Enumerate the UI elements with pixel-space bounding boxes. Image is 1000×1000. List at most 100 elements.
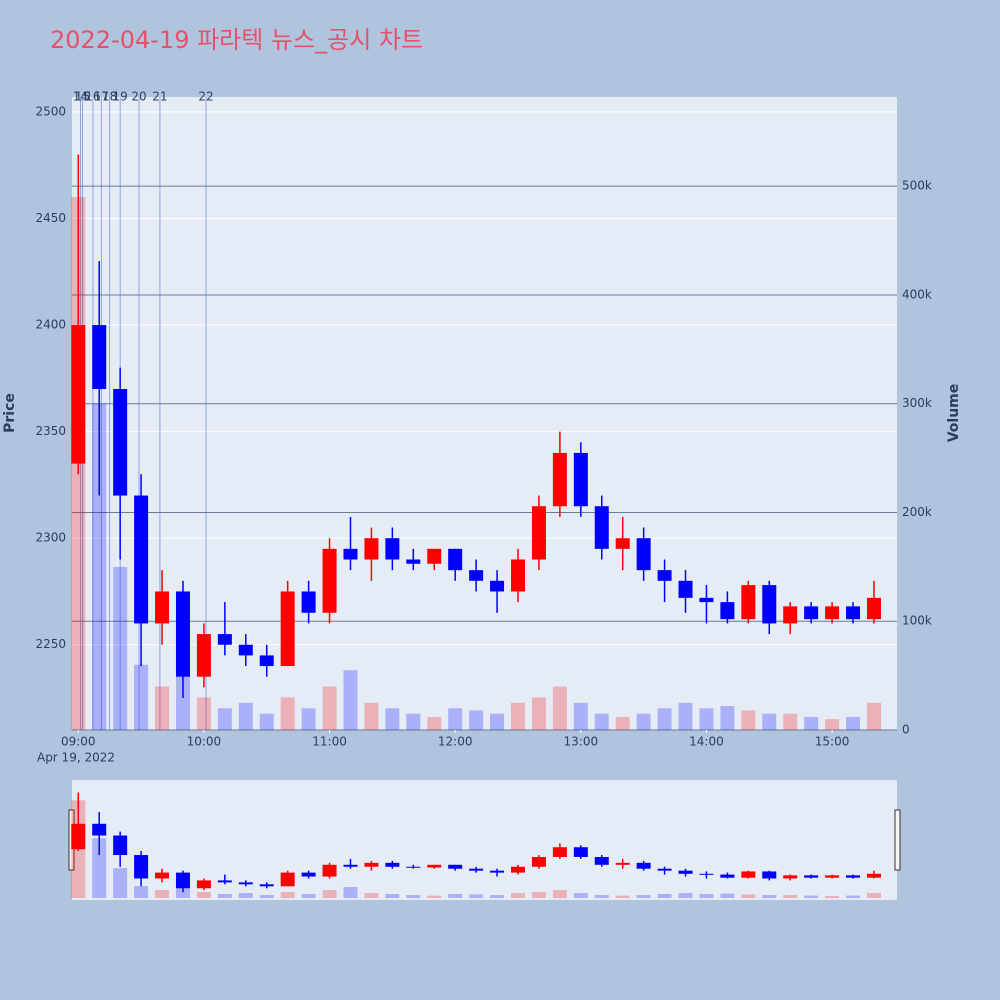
y2-axis-title: Volume (946, 384, 962, 443)
candle-body (343, 864, 358, 867)
candle-body (846, 875, 861, 878)
candle-body (155, 591, 170, 624)
y2-tick-label: 0 (902, 723, 910, 737)
volume-bar (866, 702, 881, 730)
volume-bar (469, 710, 484, 730)
volume-bar (511, 893, 526, 898)
x-tick-label: 11:00 (312, 735, 347, 749)
candle-body (804, 606, 819, 620)
candle-body (238, 644, 253, 656)
candle-body (92, 823, 107, 836)
volume-bar (155, 890, 170, 898)
volume-bar (699, 708, 714, 730)
volume-bar (322, 890, 337, 898)
volume-bar (511, 702, 526, 730)
volume-bar (385, 894, 400, 898)
news-label: 21 (152, 90, 167, 104)
candle-body (825, 875, 840, 878)
candle-body (490, 580, 505, 592)
candle-body (511, 559, 526, 592)
volume-bar (720, 706, 735, 730)
candle-body (804, 875, 819, 878)
range-slider[interactable] (72, 780, 897, 900)
candle-body (113, 835, 128, 856)
candle-body (573, 847, 588, 857)
volume-bar (343, 887, 358, 898)
candle-body (469, 868, 484, 871)
candle-body (762, 585, 777, 624)
volume-bar (406, 713, 421, 730)
candle-body (259, 884, 274, 887)
volume-bar (196, 892, 211, 898)
candle-body (783, 606, 798, 624)
candle-body (720, 602, 735, 620)
candle-body (406, 866, 421, 868)
news-label: 19 (113, 90, 128, 104)
volume-bar (846, 895, 861, 898)
candle-body (615, 538, 630, 549)
candle-body (427, 864, 442, 868)
candle-body (406, 559, 421, 564)
volume-bar (385, 708, 400, 730)
volume-bar (155, 686, 170, 730)
volume-bar (259, 713, 274, 730)
volume-bar (783, 713, 798, 730)
news-label: 18 (102, 90, 117, 104)
candle-body (280, 872, 295, 887)
news-label: 16 (85, 90, 100, 104)
volume-bar (825, 896, 840, 898)
y-tick-label: 2450 (35, 211, 66, 225)
candle-body (594, 506, 609, 549)
volume-bar (531, 697, 546, 730)
y-axis-title: Price (2, 393, 18, 433)
y-tick-label: 2500 (35, 104, 66, 118)
volume-bar (762, 895, 777, 898)
candle-body (71, 823, 86, 850)
candle-body (490, 870, 505, 873)
volume-bar (113, 868, 128, 898)
volume-bar (217, 894, 232, 898)
candle-body (385, 862, 400, 867)
volume-bar (364, 702, 379, 730)
x-tick-label: 12:00 (438, 735, 473, 749)
candle-body (657, 868, 672, 871)
candle-body (678, 870, 693, 874)
candle-body (238, 882, 253, 885)
volume-bar (741, 710, 756, 730)
candle-body (720, 874, 735, 878)
x-tick-label: 15:00 (815, 735, 850, 749)
volume-bar (615, 716, 630, 730)
volume-bar (657, 708, 672, 730)
candle-body (615, 862, 630, 865)
volume-bar (783, 895, 798, 898)
y-tick-label: 2250 (35, 637, 66, 651)
volume-bar (594, 895, 609, 898)
candle-body (113, 388, 128, 496)
candle-body (134, 495, 149, 624)
candle-body (364, 862, 379, 867)
volume-bar (804, 716, 819, 730)
news-label: 15 (75, 90, 90, 104)
volume-bar (364, 893, 379, 898)
y2-tick-label: 500k (902, 179, 932, 193)
volume-bar (866, 893, 881, 898)
candle-body (469, 570, 484, 581)
news-label: 22 (198, 90, 213, 104)
candle-body (741, 585, 756, 620)
volume-bar (552, 890, 567, 898)
candle-body (531, 856, 546, 867)
candle-body (322, 864, 337, 877)
slider-handle[interactable] (894, 809, 901, 871)
candle-body (846, 606, 861, 620)
candle-body (825, 606, 840, 620)
volume-bar (678, 702, 693, 730)
candle-body (217, 634, 232, 645)
candle-body (636, 538, 651, 571)
volume-bar (615, 895, 630, 898)
candle-body (385, 538, 400, 560)
x-tick-label: 13:00 (564, 735, 599, 749)
candle-body (301, 872, 316, 877)
volume-bar (657, 894, 672, 898)
x-date-label: Apr 19, 2022 (37, 751, 115, 765)
volume-bar (636, 895, 651, 898)
